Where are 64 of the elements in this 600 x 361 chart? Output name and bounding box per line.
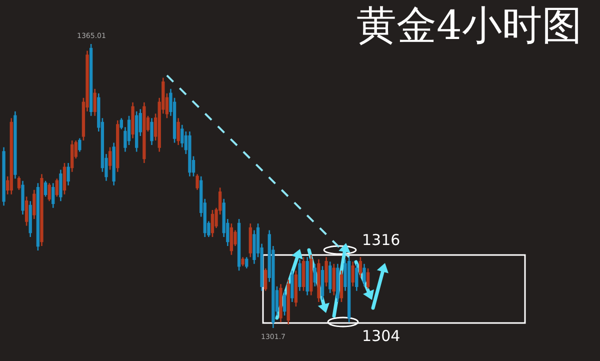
candlestick — [44, 180, 48, 198]
candlestick — [62, 162, 66, 196]
candlestick — [131, 102, 134, 139]
candlestick — [66, 162, 70, 186]
annotation: 1316 — [362, 231, 400, 249]
candlestick — [116, 120, 120, 173]
candlestick — [17, 176, 21, 191]
candlestick — [55, 178, 58, 198]
candlestick — [36, 182, 40, 252]
candlestick — [241, 256, 244, 267]
candlestick — [264, 268, 268, 292]
candlestick — [313, 263, 316, 287]
candlestick — [362, 263, 366, 287]
candlestick — [355, 263, 358, 292]
candlestick — [135, 110, 138, 152]
candlestick — [328, 261, 332, 294]
candlestick — [59, 169, 62, 202]
candlestick — [310, 254, 313, 296]
candlestick — [70, 140, 74, 173]
candlestick — [93, 88, 96, 116]
candlestick — [2, 146, 6, 206]
annotation: 1304 — [362, 327, 400, 345]
candlestick — [150, 117, 154, 146]
candlestick — [32, 189, 36, 220]
candlestick — [317, 258, 320, 303]
candlestick — [142, 102, 146, 164]
candlestick — [40, 174, 44, 247]
candlestick — [279, 283, 282, 323]
candlestick — [290, 270, 294, 303]
candlestick — [248, 222, 252, 258]
candlestick — [332, 263, 336, 296]
candlestick — [286, 278, 290, 326]
candlestick — [298, 258, 302, 292]
candlestick — [112, 142, 116, 186]
candlestick — [294, 270, 298, 308]
candlestick — [108, 146, 112, 170]
candlestick — [245, 256, 248, 270]
candlestick — [237, 218, 241, 272]
candlestick — [89, 43, 93, 116]
candlestick — [196, 174, 199, 191]
candlestick — [21, 180, 24, 216]
candlestick — [324, 256, 328, 287]
candlestick — [351, 261, 354, 287]
candlestick — [28, 200, 32, 238]
candlestick — [24, 196, 28, 226]
candlestick — [230, 222, 234, 256]
candlestick — [176, 117, 180, 146]
candlestick — [282, 290, 286, 316]
candlestick — [366, 268, 370, 290]
candlestick — [210, 209, 214, 238]
candlestick — [358, 256, 362, 278]
candlestick — [336, 263, 340, 303]
candlestick — [48, 182, 51, 202]
candlestick — [302, 256, 306, 292]
candlestick — [14, 110, 17, 180]
candlestick — [10, 117, 13, 196]
candlestick — [52, 182, 55, 208]
candlestick — [306, 256, 309, 296]
text: 黄金4小时图 — [356, 2, 582, 49]
candlestick — [188, 130, 192, 178]
candlestick — [320, 265, 324, 300]
candlestick — [347, 256, 351, 323]
candlestick — [78, 138, 82, 152]
candlestick — [340, 270, 344, 303]
